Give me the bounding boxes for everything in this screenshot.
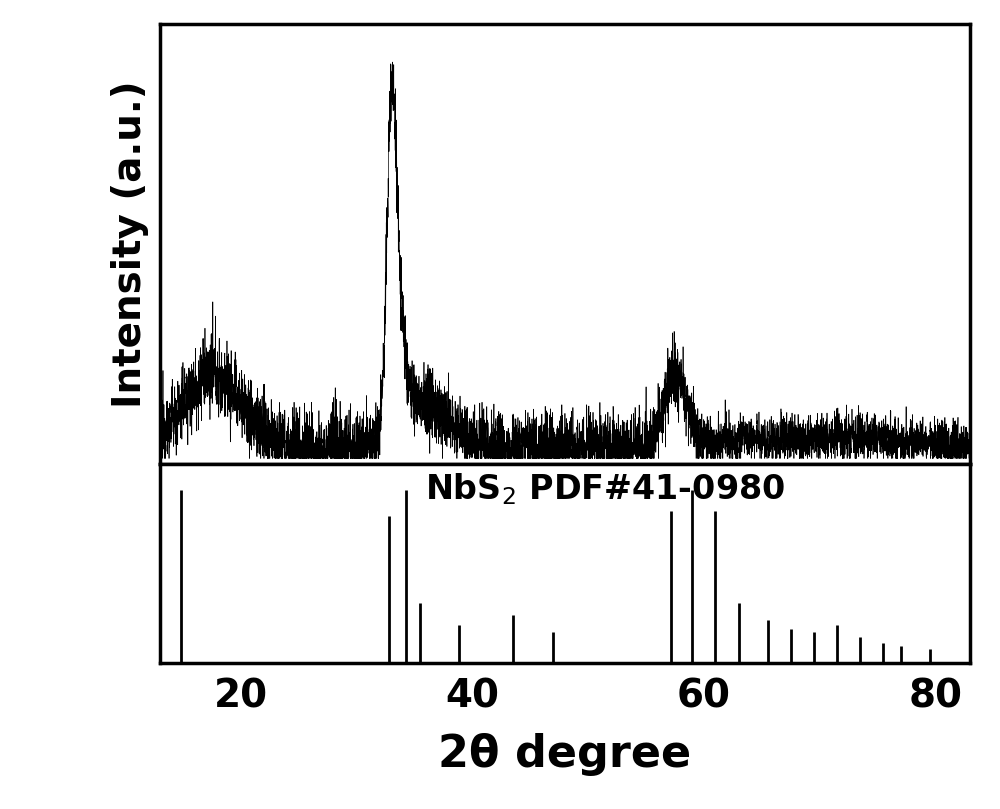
Text: NbS$_2$ PDF#41-0980: NbS$_2$ PDF#41-0980 (425, 472, 786, 507)
Text: 60: 60 (677, 677, 731, 715)
Text: 40: 40 (445, 677, 499, 715)
Y-axis label: Intensity (a.u.): Intensity (a.u.) (111, 80, 149, 408)
Text: 20: 20 (214, 677, 268, 715)
Text: 2θ degree: 2θ degree (438, 733, 692, 776)
Text: 80: 80 (908, 677, 962, 715)
